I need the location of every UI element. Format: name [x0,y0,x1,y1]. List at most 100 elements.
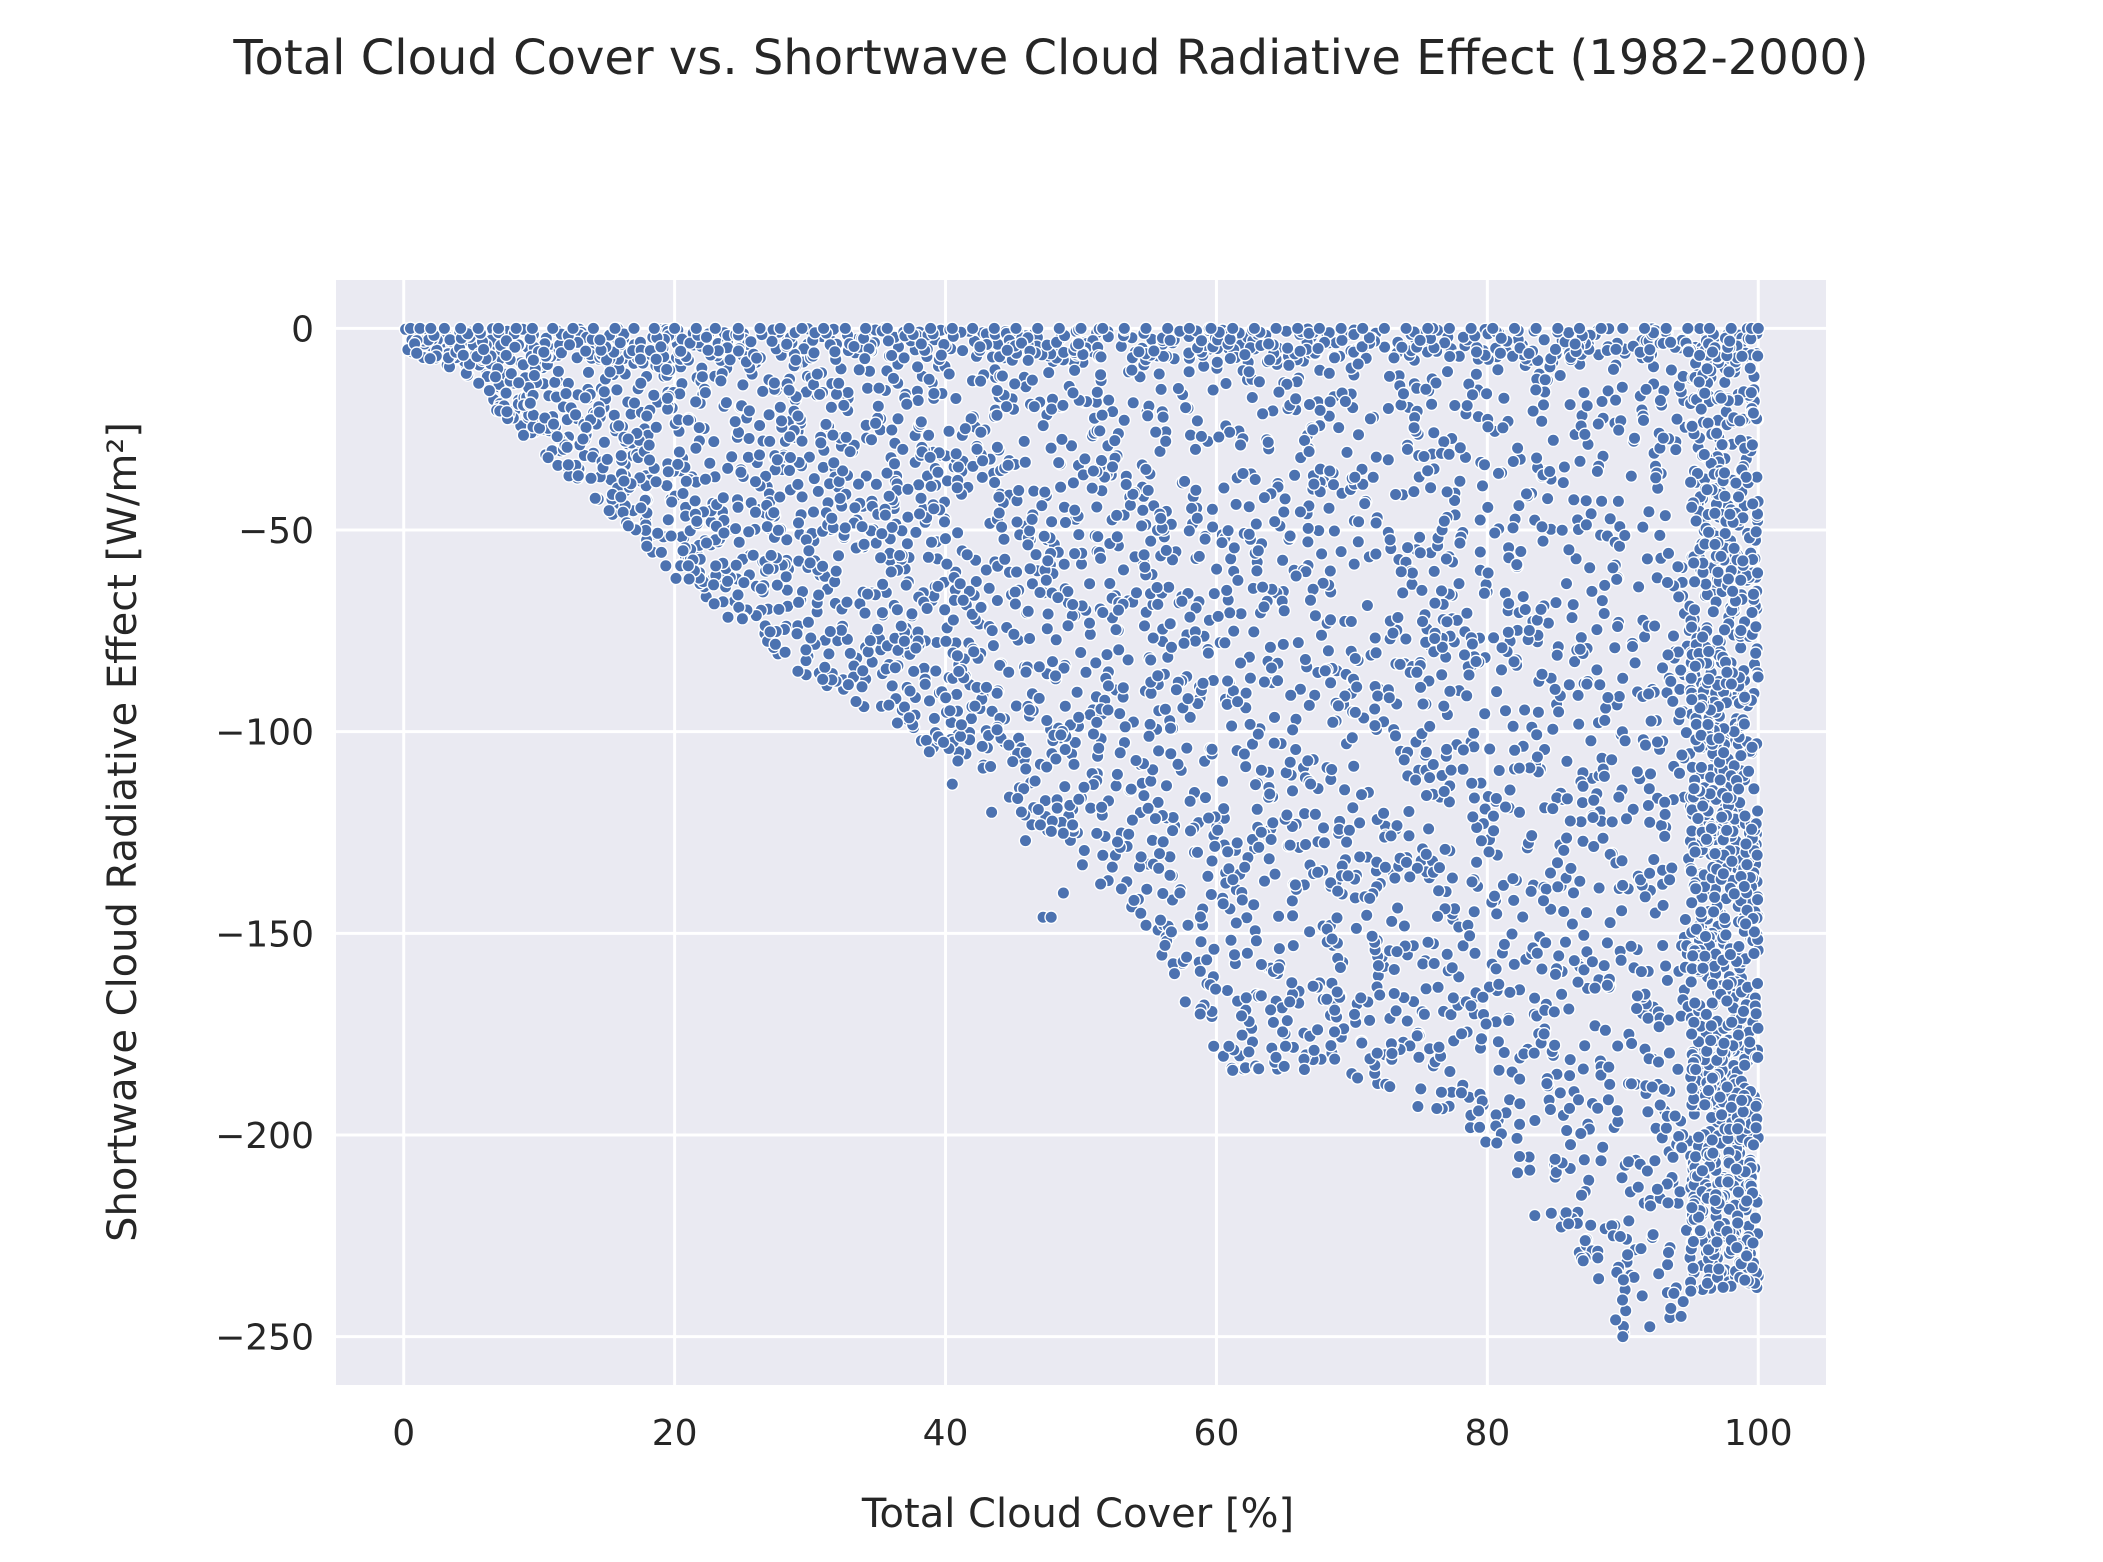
scatter-point [1323,394,1338,409]
scatter-point [527,368,542,383]
scatter-point [642,453,657,467]
scatter-point [1751,1021,1765,1036]
scatter-point [456,348,471,363]
scatter-point [1744,822,1759,837]
scatter-point [1612,539,1627,554]
scatter-point [1345,730,1360,745]
scatter-point [1139,882,1154,897]
scatter-point [1285,908,1300,923]
scatter-point [1390,944,1404,959]
scatter-point [1565,917,1580,931]
scatter-point [1513,1096,1527,1111]
scatter-point [1594,1153,1608,1168]
scatter-point [953,729,968,744]
scatter-point [1684,864,1699,878]
scatter-point [815,559,830,574]
scatter-point [990,440,1005,455]
scatter-point [1510,1131,1524,1146]
scatter-point [940,557,954,571]
scatter-point [1254,825,1269,840]
scatter-point [968,699,982,713]
scatter-point [1528,382,1543,397]
scatter-point [1137,560,1152,575]
scatter-point [1302,924,1317,939]
scatter-point [1151,795,1166,810]
scatter-point [1591,417,1606,431]
scatter-point [1611,494,1626,509]
scatter-point [1100,647,1114,662]
scatter-point [1215,774,1230,789]
scatter-point [1664,861,1679,875]
scatter-point [1055,432,1069,447]
scatter-point [1567,953,1582,968]
scatter-point [1689,514,1704,528]
scatter-point [1308,807,1323,822]
scatter-point [841,677,856,692]
scatter-point [1350,1071,1365,1085]
scatter-point [1014,805,1029,819]
scatter-point [1370,1046,1385,1061]
scatter-point [1705,977,1720,992]
scatter-point [1220,674,1235,688]
scatter-point [673,344,688,359]
scatter-point [1348,651,1363,666]
scatter-point [1505,927,1519,941]
scatter-point [1699,1007,1714,1022]
scatter-point [1324,1038,1338,1053]
scatter-point [1517,703,1532,717]
scatter-point [937,515,952,529]
scatter-point [1648,470,1663,485]
scatter-point [1238,759,1253,774]
scatter-point [1317,835,1332,850]
scatter-point [1240,946,1255,961]
scatter-point [1656,898,1671,913]
scatter-point [1207,839,1222,854]
scatter-point [1617,528,1632,543]
scatter-point [1327,524,1342,538]
scatter-point [1291,635,1306,650]
scatter-point [717,526,731,540]
scatter-point [568,407,583,422]
scatter-point [1362,891,1377,906]
scatter-point [1390,901,1405,915]
scatter-point [1248,472,1263,487]
scatter-point [1008,585,1023,599]
scatter-point [1615,853,1629,868]
scatter-point [1550,855,1565,870]
scatter-point [1342,823,1357,838]
scatter-point [1610,1103,1625,1118]
scatter-point [1650,735,1665,749]
scatter-point [1415,583,1429,598]
scatter-point [833,491,847,506]
scatter-point [860,587,875,601]
scatter-point [1653,393,1668,408]
scatter-point [1337,782,1352,797]
scatter-point [1651,1266,1666,1281]
scatter-point [1300,753,1315,768]
scatter-point [905,606,919,621]
scatter-point [871,399,886,414]
scatter-point [1486,630,1501,645]
scatter-point [1530,750,1545,764]
scatter-point [1693,700,1707,715]
scatter-point [1017,434,1032,449]
scatter-point [1750,892,1765,907]
scatter-point [1163,721,1178,736]
scatter-point [1491,1034,1506,1049]
scatter-point [1419,981,1434,996]
scatter-point [1716,745,1731,760]
scatter-point [1057,557,1072,572]
scatter-point [1724,677,1739,691]
scatter-point [1497,391,1511,406]
scatter-point [1151,861,1166,876]
scatter-point [1443,684,1457,699]
scatter-point [1641,798,1656,813]
scatter-point [1151,744,1166,758]
scatter-point [1746,406,1761,420]
scatter-point [1481,419,1495,434]
scatter-point [1303,593,1318,608]
scatter-point [1397,753,1412,767]
scatter-point [1721,1175,1735,1189]
scatter-point [1105,860,1120,874]
scatter-point [1155,886,1170,901]
